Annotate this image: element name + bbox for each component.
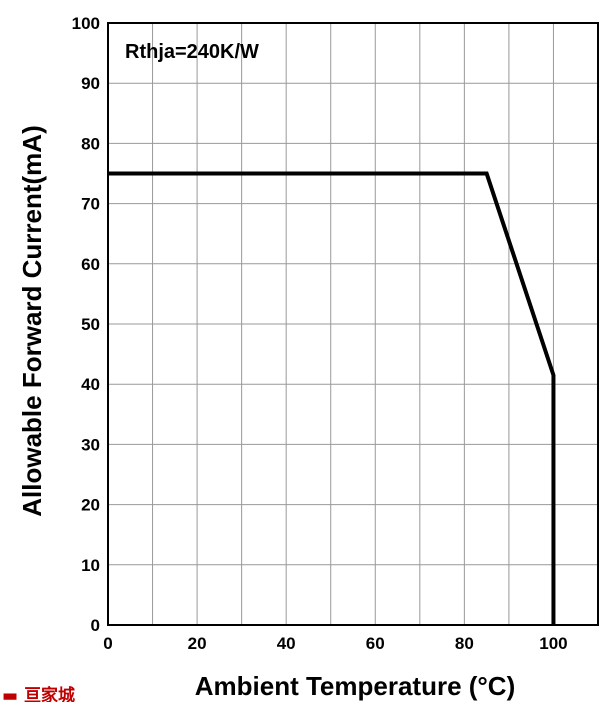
watermark-text: ▬ 亘家城 [2, 685, 75, 702]
y-tick-label: 10 [81, 556, 100, 575]
series-layer [108, 171, 556, 625]
grid [108, 23, 598, 625]
y-tick-label: 70 [81, 195, 100, 214]
y-tick-label: 50 [81, 315, 100, 334]
y-tick-labels: 0 10 20 30 40 50 60 70 80 90 100 [72, 14, 100, 635]
x-tick-label: 80 [455, 634, 474, 653]
x-axis-title: Ambient Temperature (°C) [195, 671, 516, 701]
y-tick-label: 90 [81, 74, 100, 93]
y-tick-label: 60 [81, 255, 100, 274]
y-tick-label: 100 [72, 14, 100, 33]
x-tick-label: 20 [188, 634, 207, 653]
plot-frame [107, 22, 599, 626]
x-tick-label: 40 [277, 634, 296, 653]
derating-curve [108, 171, 556, 625]
x-tick-labels: 0 20 40 60 80 100 [103, 634, 567, 653]
x-tick-label: 0 [103, 634, 112, 653]
x-tick-label: 100 [539, 634, 567, 653]
y-tick-label: 0 [91, 616, 100, 635]
y-tick-label: 40 [81, 375, 100, 394]
y-tick-label: 30 [81, 435, 100, 454]
y-tick-label: 20 [81, 496, 100, 515]
y-axis-title: Allowable Forward Current(mA) [17, 125, 47, 516]
x-tick-label: 60 [366, 634, 385, 653]
annotation-label: Rthja=240K/W [125, 41, 259, 63]
y-tick-label: 80 [81, 134, 100, 153]
